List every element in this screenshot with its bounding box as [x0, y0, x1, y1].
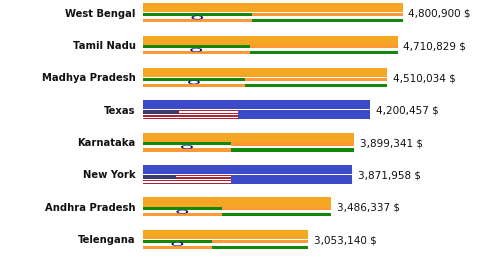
Bar: [143, 81, 245, 84]
Bar: [250, 45, 398, 48]
Bar: [143, 175, 176, 179]
Bar: [143, 148, 231, 151]
Text: 4,510,034 $: 4,510,034 $: [393, 73, 456, 83]
Text: 4,200,457 $: 4,200,457 $: [376, 106, 439, 116]
Bar: [143, 133, 354, 142]
Text: 3,053,140 $: 3,053,140 $: [314, 235, 376, 245]
Bar: [252, 19, 403, 22]
Bar: [143, 78, 245, 81]
Bar: [143, 210, 222, 213]
Circle shape: [189, 81, 199, 83]
Text: New York: New York: [83, 170, 135, 180]
Bar: [143, 115, 238, 117]
Bar: [222, 213, 332, 216]
Text: 4,710,829 $: 4,710,829 $: [404, 41, 467, 51]
Bar: [143, 207, 222, 210]
Bar: [252, 13, 403, 16]
Text: West Bengal: West Bengal: [65, 9, 135, 19]
Circle shape: [193, 49, 199, 50]
Circle shape: [184, 146, 190, 148]
Bar: [222, 207, 332, 210]
Text: Tamil Nadu: Tamil Nadu: [72, 41, 135, 51]
Bar: [143, 180, 231, 181]
Bar: [250, 51, 398, 55]
Text: Karnataka: Karnataka: [77, 138, 135, 148]
Bar: [143, 230, 308, 239]
Bar: [143, 242, 212, 246]
Bar: [212, 245, 308, 249]
Circle shape: [194, 17, 201, 18]
Circle shape: [192, 16, 203, 19]
Bar: [143, 19, 252, 22]
Bar: [143, 100, 370, 109]
Bar: [245, 84, 387, 87]
Text: 3,871,958 $: 3,871,958 $: [358, 170, 421, 180]
Bar: [245, 78, 387, 81]
Circle shape: [174, 243, 180, 245]
Text: Andhra Pradesh: Andhra Pradesh: [45, 203, 135, 213]
Bar: [231, 175, 352, 184]
Bar: [143, 246, 212, 249]
Bar: [143, 84, 245, 87]
Circle shape: [182, 146, 192, 148]
Bar: [238, 110, 370, 119]
Bar: [143, 175, 231, 176]
Bar: [231, 148, 354, 151]
Bar: [143, 45, 250, 48]
Circle shape: [191, 82, 197, 83]
Bar: [143, 3, 403, 12]
Bar: [212, 239, 308, 243]
Bar: [143, 110, 179, 114]
Bar: [143, 68, 387, 77]
Circle shape: [172, 243, 182, 245]
Bar: [143, 113, 238, 114]
Bar: [143, 143, 231, 146]
Bar: [143, 48, 250, 51]
Bar: [143, 110, 238, 112]
Bar: [143, 114, 238, 115]
Circle shape: [191, 49, 202, 51]
Text: 3,486,337 $: 3,486,337 $: [337, 203, 400, 213]
Bar: [143, 181, 231, 183]
Text: Telengana: Telengana: [78, 235, 135, 245]
Bar: [143, 165, 352, 174]
Bar: [143, 112, 238, 113]
Bar: [143, 13, 252, 16]
Bar: [143, 146, 231, 148]
Text: Texas: Texas: [104, 106, 135, 116]
Text: 3,899,341 $: 3,899,341 $: [360, 138, 422, 148]
Bar: [143, 176, 231, 177]
Bar: [143, 183, 231, 184]
Bar: [143, 179, 231, 180]
Bar: [143, 118, 238, 119]
Circle shape: [177, 211, 188, 213]
Bar: [231, 143, 354, 146]
Bar: [143, 177, 231, 179]
Bar: [143, 16, 252, 19]
Bar: [143, 197, 332, 207]
Bar: [143, 51, 250, 55]
Bar: [143, 239, 212, 242]
Text: 4,800,900 $: 4,800,900 $: [408, 9, 471, 19]
Bar: [143, 213, 222, 216]
Circle shape: [179, 211, 185, 212]
Text: Madhya Pradesh: Madhya Pradesh: [42, 73, 135, 83]
Bar: [143, 36, 398, 45]
Bar: [143, 117, 238, 118]
